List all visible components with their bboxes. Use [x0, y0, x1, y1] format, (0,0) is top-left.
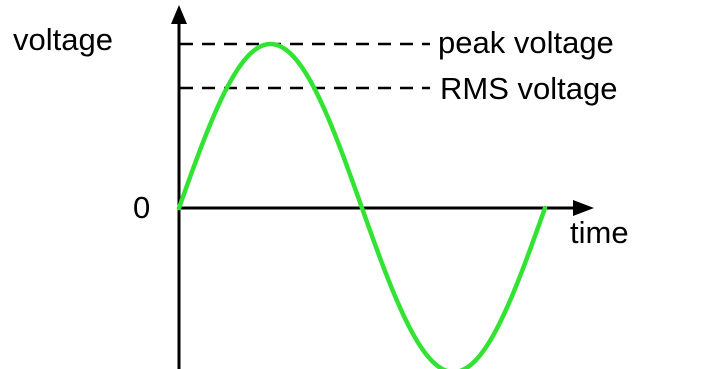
- x-axis-label: time: [570, 215, 629, 250]
- origin-label: 0: [133, 190, 150, 225]
- rms-voltage-label: RMS voltage: [440, 71, 617, 106]
- x-axis-arrowhead: [573, 200, 594, 216]
- peak-voltage-label: peak voltage: [438, 25, 614, 60]
- y-axis-label: voltage: [13, 22, 113, 57]
- y-axis-arrowhead: [171, 5, 187, 24]
- sine-wave: [176, 41, 548, 369]
